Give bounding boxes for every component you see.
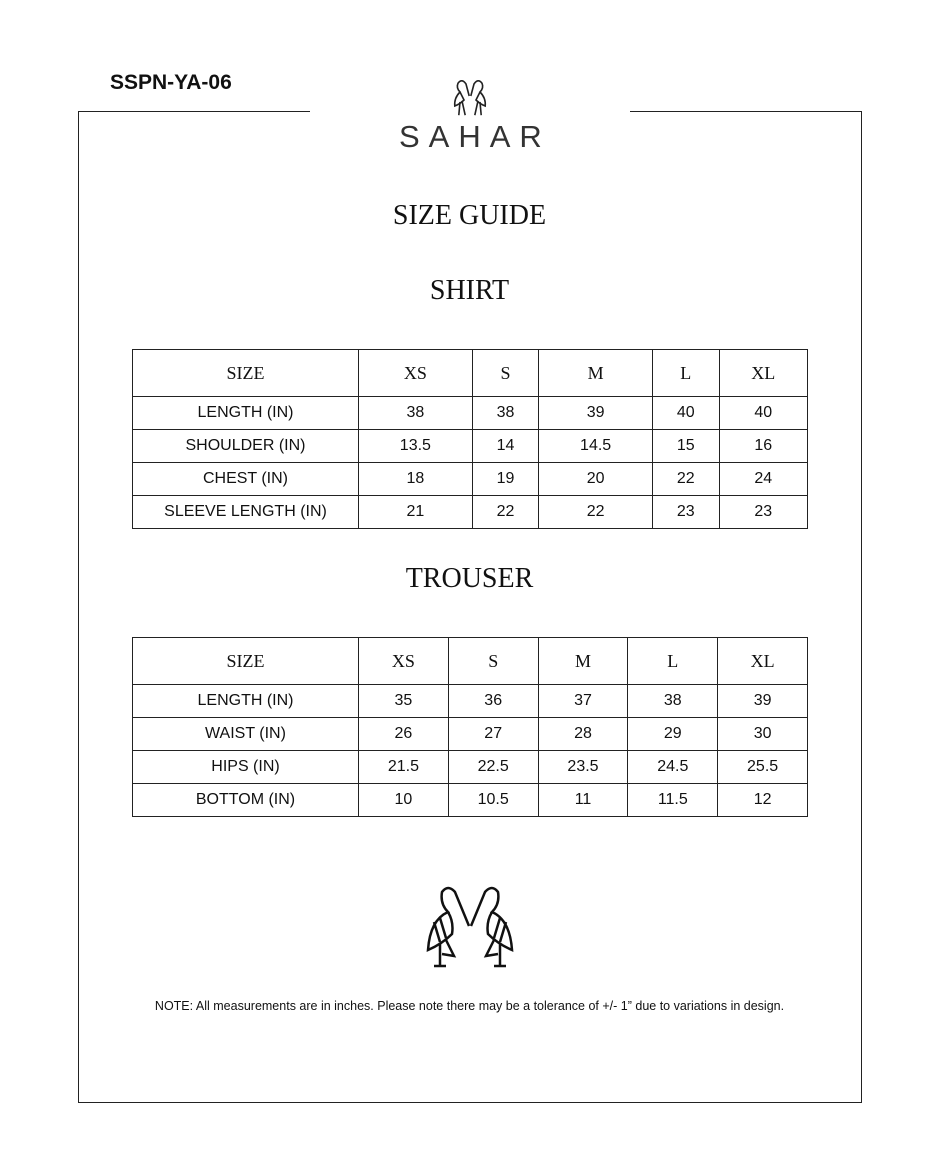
- value-cell: 29: [627, 717, 719, 751]
- value-cell: 35: [358, 684, 449, 718]
- heron-pair-icon: [426, 886, 514, 968]
- value-cell: 21: [358, 495, 473, 529]
- header-cell: XS: [358, 349, 473, 397]
- value-cell: 39: [538, 396, 653, 430]
- header-cell: SIZE: [132, 349, 359, 397]
- value-cell: 20: [538, 462, 653, 496]
- value-cell: 15: [651, 429, 720, 463]
- value-cell: 10.5: [447, 783, 539, 817]
- value-cell: 12: [717, 783, 808, 817]
- heron-illustration: [420, 882, 520, 973]
- header-cell: XL: [718, 349, 808, 397]
- value-cell: 19: [471, 462, 540, 496]
- value-cell: 38: [358, 396, 473, 430]
- value-cell: 26: [358, 717, 449, 751]
- value-cell: 40: [718, 396, 808, 430]
- measurement-label: WAIST (IN): [132, 717, 359, 751]
- measurement-label: CHEST (IN): [132, 462, 359, 496]
- value-cell: 38: [471, 396, 540, 430]
- table-row: SHOULDER (IN) 13.5 14 14.5 15 16: [132, 429, 808, 463]
- value-cell: 22.5: [447, 750, 539, 784]
- header-cell: M: [538, 349, 653, 397]
- value-cell: 11: [537, 783, 629, 817]
- product-code: SSPN-YA-06: [110, 71, 232, 94]
- table-header-row: SIZE XS S M L XL: [132, 637, 808, 685]
- table-header-row: SIZE XS S M L XL: [132, 349, 808, 397]
- header-cell: L: [627, 637, 719, 685]
- trouser-title: TROUSER: [405, 563, 534, 594]
- value-cell: 39: [717, 684, 808, 718]
- value-cell: 23.5: [537, 750, 629, 784]
- header-cell: SIZE: [132, 637, 359, 685]
- table-row: LENGTH (IN) 35 36 37 38 39: [132, 684, 808, 718]
- measurement-label: SLEEVE LENGTH (IN): [132, 495, 359, 529]
- value-cell: 24.5: [627, 750, 719, 784]
- measurement-label: LENGTH (IN): [132, 684, 359, 718]
- value-cell: 30: [717, 717, 808, 751]
- brand-logo: SAHAR: [390, 76, 550, 155]
- header-cell: M: [537, 637, 629, 685]
- header-cell: XS: [358, 637, 449, 685]
- measurement-label: SHOULDER (IN): [132, 429, 359, 463]
- value-cell: 23: [651, 495, 720, 529]
- value-cell: 37: [537, 684, 629, 718]
- shirt-size-table: SIZE XS S M L XL LENGTH (IN) 38 38 39 40 40 SHOULDER…: [132, 349, 808, 529]
- measurement-label: LENGTH (IN): [132, 396, 359, 430]
- value-cell: 25.5: [717, 750, 808, 784]
- value-cell: 10: [358, 783, 449, 817]
- value-cell: 22: [538, 495, 653, 529]
- value-cell: 23: [718, 495, 808, 529]
- measurement-label: BOTTOM (IN): [132, 783, 359, 817]
- divider: [630, 111, 861, 112]
- page-frame: [78, 111, 862, 1103]
- measurement-label: HIPS (IN): [132, 750, 359, 784]
- value-cell: 40: [651, 396, 720, 430]
- table-row: WAIST (IN) 26 27 28 29 30: [132, 717, 808, 751]
- header-cell: L: [651, 349, 720, 397]
- brand-name: SAHAR: [399, 119, 551, 154]
- value-cell: 13.5: [358, 429, 473, 463]
- value-cell: 11.5: [627, 783, 719, 817]
- header-cell: XL: [717, 637, 808, 685]
- value-cell: 14: [471, 429, 540, 463]
- value-cell: 16: [718, 429, 808, 463]
- value-cell: 22: [471, 495, 540, 529]
- shirt-title: SHIRT: [429, 275, 510, 306]
- header-cell: S: [471, 349, 540, 397]
- table-row: HIPS (IN) 21.5 22.5 23.5 24.5 25.5: [132, 750, 808, 784]
- heron-logo-icon: [453, 79, 487, 116]
- value-cell: 36: [447, 684, 539, 718]
- table-row: CHEST (IN) 18 19 20 22 24: [132, 462, 808, 496]
- trouser-size-table: SIZE XS S M L XL LENGTH (IN) 35 36 37 38 39 WAIST (I…: [132, 637, 808, 817]
- value-cell: 18: [358, 462, 473, 496]
- value-cell: 21.5: [358, 750, 449, 784]
- table-row: LENGTH (IN) 38 38 39 40 40: [132, 396, 808, 430]
- value-cell: 22: [651, 462, 720, 496]
- table-row: BOTTOM (IN) 10 10.5 11 11.5 12: [132, 783, 808, 817]
- value-cell: 24: [718, 462, 808, 496]
- value-cell: 27: [447, 717, 539, 751]
- value-cell: 38: [627, 684, 719, 718]
- value-cell: 14.5: [538, 429, 653, 463]
- divider: [78, 111, 310, 112]
- value-cell: 28: [537, 717, 629, 751]
- page-title: SIZE GUIDE: [392, 200, 547, 231]
- table-row: SLEEVE LENGTH (IN) 21 22 22 23 23: [132, 495, 808, 529]
- measurement-note: NOTE: All measurements are in inches. Pl…: [154, 999, 785, 1013]
- header-cell: S: [447, 637, 539, 685]
